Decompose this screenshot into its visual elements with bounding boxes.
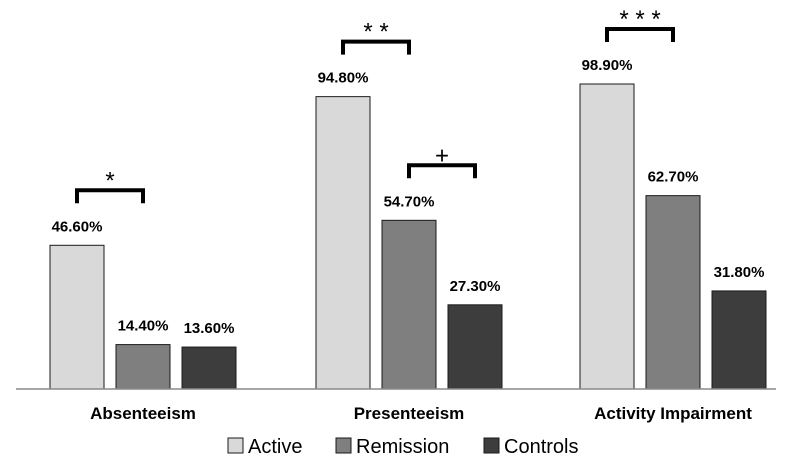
bar-remission-2 — [381, 219, 437, 390]
significance-bracket-1 — [75, 188, 145, 204]
value-label-remission-1: 14.40% — [118, 318, 169, 335]
value-label-active-1: 46.60% — [52, 218, 103, 235]
value-label-controls-3: 31.80% — [714, 264, 765, 281]
bar-active-2 — [315, 96, 371, 390]
legend-swatch-active — [227, 437, 244, 454]
bars-layer — [49, 83, 767, 390]
legend-label-remission: Remission — [356, 436, 449, 458]
bar-remission-3 — [645, 195, 701, 390]
significance-label-3: + — [435, 142, 449, 169]
bar-active-3 — [579, 83, 635, 390]
value-label-remission-2: 54.70% — [384, 193, 435, 210]
significance-bracket-2 — [341, 39, 411, 55]
value-label-controls-1: 13.60% — [184, 320, 235, 337]
legend: Active Remission Controls — [227, 436, 578, 458]
significance-label-1: * — [105, 167, 114, 194]
value-label-remission-3: 62.70% — [648, 169, 699, 186]
category-label-1: Absenteeism — [90, 404, 196, 423]
bar-controls-3 — [711, 290, 767, 390]
significance-label-2: * * — [363, 19, 388, 46]
category-labels-layer: Absenteeism Presenteeism Activity Impairme… — [90, 404, 752, 423]
bar-controls-2 — [447, 304, 503, 390]
category-label-2: Presenteeism — [354, 404, 465, 423]
legend-label-controls: Controls — [504, 436, 578, 458]
significance-label-4: * * * — [619, 6, 660, 33]
value-labels-layer: 46.60% 14.40% 13.60% 94.80% 54.70% 27.30% 98.9… — [52, 57, 765, 337]
value-label-active-2: 94.80% — [318, 70, 369, 87]
value-label-active-3: 98.90% — [582, 57, 633, 74]
significance-bracket-3 — [407, 163, 477, 179]
significance-bracket-4 — [605, 27, 675, 42]
significance-layer: * * * + * * * — [75, 6, 675, 204]
value-label-controls-2: 27.30% — [450, 278, 501, 295]
bar-active-1 — [49, 244, 105, 390]
legend-label-active: Active — [248, 436, 302, 458]
category-label-3: Activity Impairment — [594, 404, 752, 423]
legend-swatch-remission — [335, 437, 352, 454]
bar-controls-1 — [181, 346, 237, 390]
bar-remission-1 — [115, 344, 171, 390]
legend-swatch-controls — [483, 437, 500, 454]
